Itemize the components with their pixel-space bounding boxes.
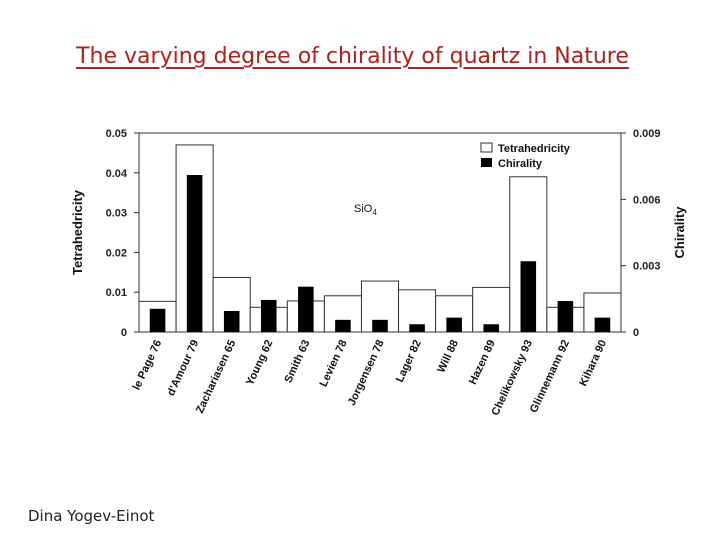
chirality-bar bbox=[149, 308, 166, 332]
category-label: d'Amour 79 bbox=[165, 338, 201, 398]
slide-title: The varying degree of chirality of quart… bbox=[76, 44, 629, 69]
chirality-bar bbox=[372, 319, 388, 332]
y-right-tick-label: 0 bbox=[633, 327, 639, 339]
category-label: Chelikowsky 93 bbox=[490, 338, 536, 417]
y-left-axis-title: Tetrahedricity bbox=[70, 189, 85, 275]
y-right-axis-title: Chirality bbox=[672, 206, 687, 259]
y-right-tick-label: 0.006 bbox=[633, 194, 661, 206]
chirality-bar bbox=[557, 301, 574, 332]
y-left-tick-label: 0.02 bbox=[106, 247, 127, 259]
chirality-bar bbox=[335, 319, 351, 332]
legend-swatch-chirality bbox=[481, 158, 492, 167]
y-left-tick-label: 0.01 bbox=[106, 287, 127, 299]
y-left-tick-label: 0.03 bbox=[106, 208, 127, 220]
chirality-bar bbox=[298, 286, 314, 332]
y-left-tick-label: 0.05 bbox=[106, 128, 127, 140]
category-label: Smith 63 bbox=[282, 338, 312, 385]
category-label: Levien 78 bbox=[318, 338, 350, 389]
category-label: Lager 82 bbox=[394, 338, 424, 384]
chirality-bar bbox=[446, 317, 462, 332]
chirality-bar bbox=[260, 299, 277, 332]
category-label: Will 88 bbox=[435, 338, 461, 375]
chirality-bar bbox=[520, 261, 537, 332]
legend-label-chirality: Chirality bbox=[498, 158, 543, 170]
legend-box bbox=[475, 138, 619, 172]
annotation-sio4: SiO4 bbox=[354, 203, 377, 217]
chirality-bar bbox=[223, 310, 240, 332]
category-label: Kihara 90 bbox=[577, 338, 609, 388]
legend-label-tetrahedricity: Tetrahedricity bbox=[498, 143, 571, 155]
chirality-bar bbox=[594, 317, 611, 332]
y-right-tick-label: 0.003 bbox=[633, 261, 661, 273]
chirality-bar bbox=[186, 175, 203, 332]
y-left-tick-label: 0.04 bbox=[106, 168, 128, 180]
legend-swatch-tetrahedricity bbox=[480, 142, 493, 153]
category-label: le Page 76 bbox=[131, 338, 165, 392]
category-label: Zachariasen 65 bbox=[194, 338, 238, 415]
y-right-tick-label: 0.009 bbox=[633, 128, 661, 140]
category-label: Hazen 89 bbox=[467, 338, 498, 386]
footer-author: Dina Yogev-Einot bbox=[28, 507, 155, 525]
chirality-bar bbox=[409, 324, 425, 332]
chirality-bar bbox=[483, 324, 500, 332]
category-label: Young 62 bbox=[244, 338, 275, 387]
category-label: Jorgensen 78 bbox=[346, 338, 387, 407]
category-label: Glinnemann 92 bbox=[528, 338, 572, 415]
y-left-tick-label: 0 bbox=[121, 327, 127, 339]
